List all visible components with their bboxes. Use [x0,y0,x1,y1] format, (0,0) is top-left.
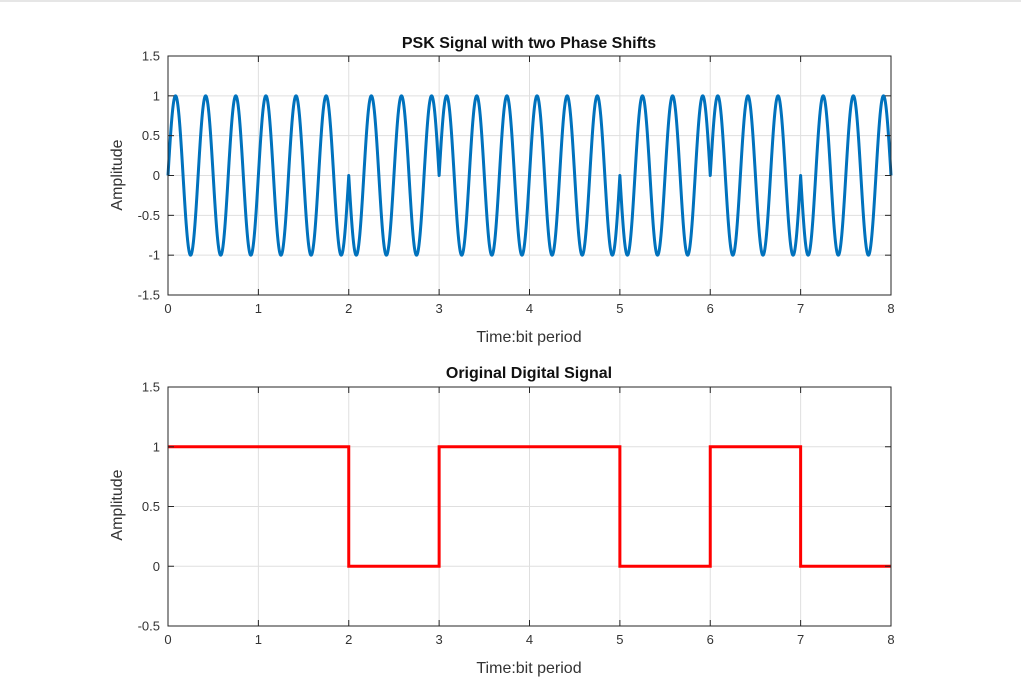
digital-signal-line [168,445,891,568]
x-tick-label: 8 [887,301,894,316]
x-tick-label: 5 [616,301,623,316]
y-tick-label: 1 [153,88,160,103]
digital-x-tick-labels: 0 1 2 3 4 5 6 7 8 [164,632,894,647]
digital-y-axis-label: Amplitude [109,469,126,540]
x-tick-label: 7 [797,632,804,647]
psk-x-axis-label: Time:bit period [476,329,581,346]
digital-plot-title: Original Digital Signal [446,365,612,382]
x-tick-label: 5 [616,632,623,647]
psk-plot-title: PSK Signal with two Phase Shifts [402,35,656,52]
x-tick-label: 1 [255,632,262,647]
psk-signal-line [166,94,893,257]
y-tick-label: -0.5 [138,208,160,223]
psk-y-tick-labels: -1.5 -1 -0.5 0 0.5 1 1.5 [138,49,160,303]
x-tick-label: 4 [526,632,533,647]
x-tick-label: 3 [436,632,443,647]
x-tick-label: 2 [345,301,352,316]
y-tick-label: -1 [148,248,160,263]
x-tick-label: 7 [797,301,804,316]
x-tick-label: 2 [345,632,352,647]
y-tick-label: 1.5 [142,380,160,395]
digital-x-axis-label: Time:bit period [476,660,581,677]
y-tick-label: 0 [153,168,160,183]
x-tick-label: 8 [887,632,894,647]
y-tick-label: 0.5 [142,499,160,514]
psk-x-tick-labels: 0 1 2 3 4 5 6 7 8 [164,301,894,316]
digital-tick-marks [167,386,892,627]
y-tick-label: -0.5 [138,619,160,634]
x-tick-label: 3 [436,301,443,316]
psk-y-axis-label: Amplitude [109,139,126,210]
psk-tick-marks [167,55,892,296]
y-tick-label: 0.5 [142,128,160,143]
y-tick-label: 0 [153,559,160,574]
x-tick-label: 4 [526,301,533,316]
y-tick-label: 1 [153,439,160,454]
x-tick-label: 6 [707,632,714,647]
y-tick-label: -1.5 [138,288,160,303]
x-tick-label: 6 [707,301,714,316]
digital-y-tick-labels: -0.5 0 0.5 1 1.5 [138,380,160,634]
top-divider [0,0,1021,2]
digital-gridlines [167,386,892,627]
psk-plot: PSK Signal with two Phase Shifts 0 1 2 3 4 5 6… [109,35,895,346]
x-tick-label: 0 [164,632,171,647]
x-tick-label: 1 [255,301,262,316]
y-tick-label: 1.5 [142,49,160,64]
x-tick-label: 0 [164,301,171,316]
